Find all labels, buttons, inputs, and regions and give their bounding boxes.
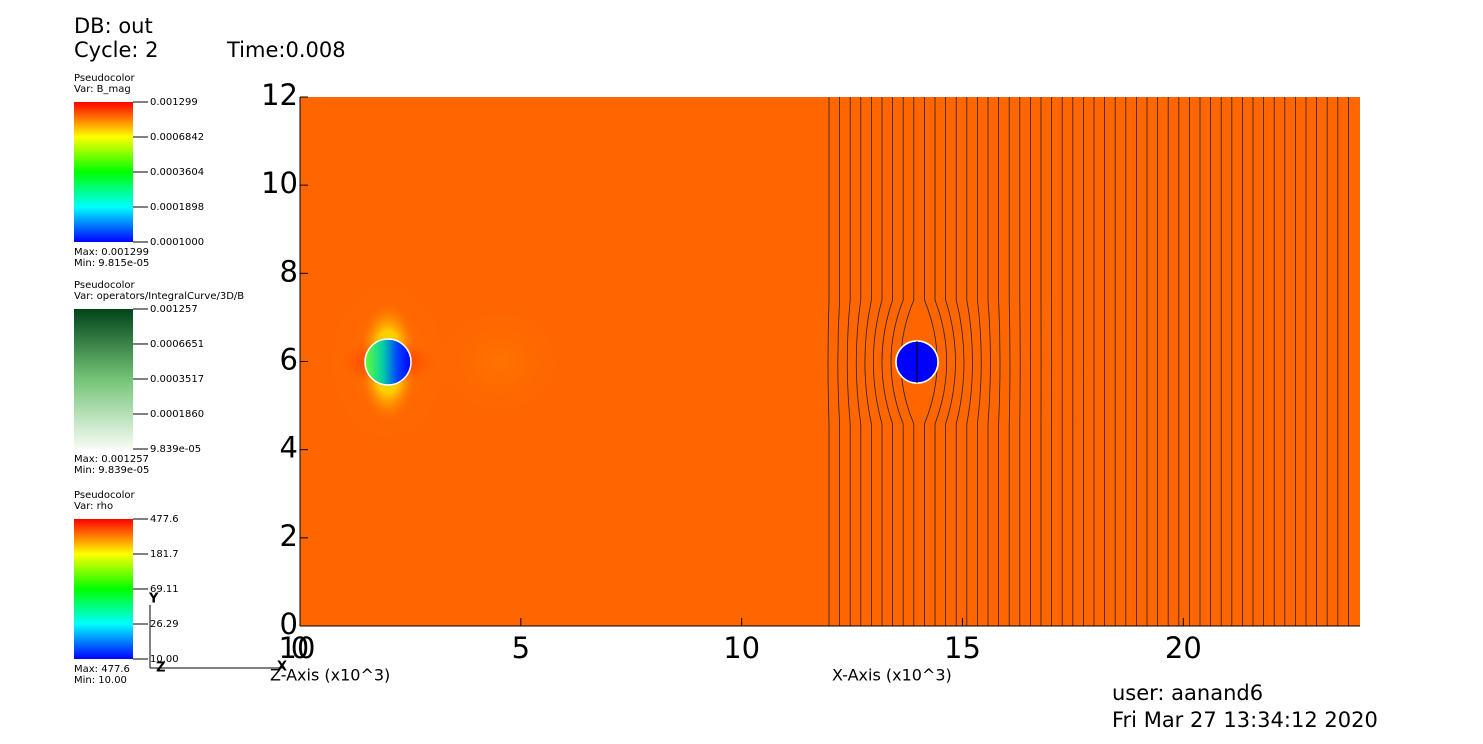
- legend-max: Max: 0.001299: [74, 247, 149, 258]
- streamline: [977, 97, 982, 626]
- colorbar: [74, 102, 133, 242]
- time-label: Time:0.008: [226, 38, 346, 62]
- x-tick-label: 20: [1165, 631, 1202, 665]
- x-tick-label: 5: [512, 631, 530, 665]
- colorbar-label: 0.0003604: [150, 167, 204, 178]
- legend-plot: Pseudocolor: [74, 490, 136, 501]
- user-label: user: aanand6: [1112, 681, 1263, 705]
- streamline: [837, 97, 840, 626]
- x-tick-label: 10: [723, 631, 760, 665]
- colorbar-label: 69.11: [150, 584, 179, 595]
- y-tick-label: 6: [280, 343, 298, 377]
- streamline: [872, 97, 883, 626]
- y-tick-label: 2: [280, 519, 298, 553]
- y-tick-label: 0: [280, 607, 298, 641]
- db-label: DB: out: [74, 14, 153, 38]
- colorbar-label: 0.0006842: [150, 132, 204, 143]
- legend-max: Max: 477.6: [74, 664, 130, 675]
- x-tick-label: 0: [291, 631, 309, 665]
- date-label: Fri Mar 27 13:34:12 2020: [1112, 708, 1378, 732]
- streamline: [998, 97, 1001, 626]
- streamlines: [827, 97, 1349, 626]
- colorbar: [74, 309, 133, 449]
- plot-area: [300, 97, 1360, 626]
- legend-var: Var: B_mag: [74, 84, 131, 95]
- legend-max: Max: 0.001257: [74, 454, 149, 465]
- streamline: [855, 97, 862, 626]
- colorbar-label: 0.001299: [150, 97, 198, 108]
- streamline: [890, 97, 904, 626]
- triad-label: Y: [148, 592, 159, 607]
- cycle-label: Cycle: 2: [74, 38, 159, 62]
- colorbar-label: 181.7: [150, 549, 179, 560]
- y-tick-label: 12: [261, 78, 298, 112]
- triad-label: Z: [156, 661, 165, 676]
- x-tick-label: 15: [944, 631, 981, 665]
- colorbar-label: 0.0006651: [150, 339, 204, 350]
- streamline: [827, 97, 830, 626]
- streamline: [955, 97, 965, 626]
- streamline: [864, 97, 872, 626]
- colorbar-label: 0.0001860: [150, 409, 204, 420]
- streamline: [1008, 97, 1011, 626]
- field-lobe: [430, 302, 570, 422]
- colorbar: [74, 519, 133, 659]
- z-axis-title: Z-Axis (x10^3): [270, 666, 390, 685]
- sphere: [364, 338, 412, 386]
- legend-plot: Pseudocolor: [74, 280, 136, 291]
- streamline: [966, 97, 973, 626]
- colorbar-label: 477.6: [150, 514, 179, 525]
- z-tick-label: 10: [279, 631, 316, 665]
- triad-label: X: [277, 660, 287, 675]
- legend-plot: Pseudocolor: [74, 73, 136, 84]
- legend-var: Var: rho: [74, 501, 113, 512]
- streamline: [846, 97, 851, 626]
- x-axis-title: X-Axis (x10^3): [832, 666, 952, 685]
- y-tick-label: 8: [280, 254, 298, 288]
- colorbar-label: 0.001257: [150, 304, 198, 315]
- colorbar-label: 0.0001898: [150, 202, 204, 213]
- y-tick-label: 10: [261, 166, 298, 200]
- colorbar-label: 0.0003517: [150, 374, 204, 385]
- colorbar-label: 0.0001000: [150, 237, 204, 248]
- streamline: [945, 97, 956, 626]
- colorbar-label: 10.00: [150, 654, 179, 665]
- streamline: [934, 97, 948, 626]
- y-tick-label: 4: [280, 431, 298, 465]
- streamline: [987, 97, 991, 626]
- colorbar-label: 26.29: [150, 619, 179, 630]
- legend-min: Min: 9.815e-05: [74, 258, 149, 269]
- legend-min: Min: 9.839e-05: [74, 465, 149, 476]
- legend-var: Var: operators/IntegralCurve/3D/B: [74, 291, 244, 302]
- streamline: [881, 97, 893, 626]
- colorbar-label: 9.839e-05: [150, 444, 201, 455]
- legend-min: Min: 10.00: [74, 675, 127, 686]
